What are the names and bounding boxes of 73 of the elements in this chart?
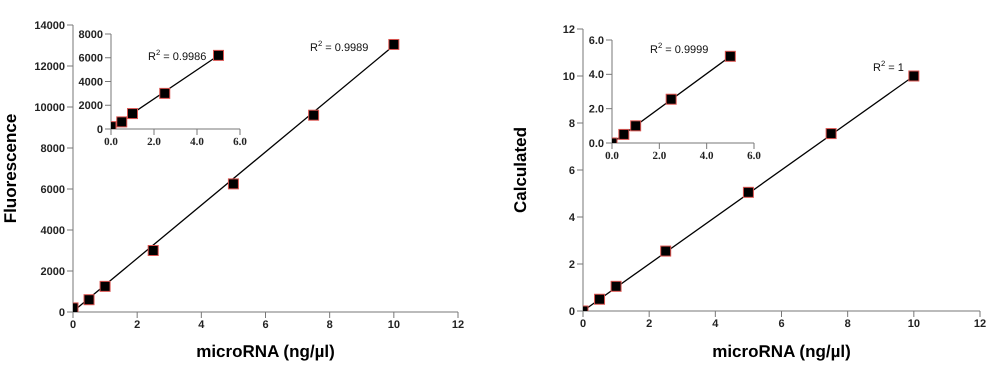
point <box>618 128 630 140</box>
y-tick-label: 6000 <box>78 52 103 65</box>
point <box>159 88 170 99</box>
annotation: R$^{2}$ = 0.9986 <box>148 48 206 63</box>
y-tick-label: 2 <box>568 258 575 271</box>
y-tick-label: 2000 <box>40 266 65 278</box>
point <box>826 128 837 140</box>
x-tick-label: 6 <box>778 318 785 330</box>
y-tick-label: 10 <box>562 70 575 83</box>
y-tick-label: 4.0 <box>588 69 604 82</box>
point <box>742 186 754 198</box>
point <box>724 50 736 62</box>
annotation: R$^{2}$ = 0.9999 <box>650 40 708 56</box>
point <box>213 50 224 61</box>
point <box>228 178 239 190</box>
x-tick-label: 0 <box>70 318 76 331</box>
point <box>84 294 95 306</box>
point <box>100 280 111 292</box>
x-tick-label: 0.0 <box>104 136 118 148</box>
x-tick-label: 6.0 <box>233 136 248 148</box>
x-tick-label: 12 <box>452 318 464 331</box>
y-tick-label: 4000 <box>78 76 103 88</box>
x-tick-label: 2 <box>134 318 140 331</box>
point <box>148 245 159 256</box>
x-tick-label: 10 <box>388 318 400 331</box>
point <box>908 70 920 82</box>
x-tick-label: 2.0 <box>147 136 162 148</box>
y-tick-label: 6000 <box>40 184 65 196</box>
x-tick-label: 12 <box>974 318 986 330</box>
y-tick-label: 12 <box>562 24 575 36</box>
y-tick-label: 10000 <box>34 102 65 114</box>
x-tick-label: 8 <box>326 318 333 331</box>
x-tick-label: 10 <box>908 318 920 330</box>
x-tick-label: 4 <box>712 318 720 330</box>
y-tick-label: 0 <box>96 124 103 136</box>
point <box>388 38 400 50</box>
point <box>308 110 320 121</box>
point <box>630 120 642 132</box>
y-tick-label: 12000 <box>34 60 65 73</box>
y-tick-label: 6.0 <box>588 34 604 47</box>
y-tick-label: 4 <box>568 212 576 224</box>
y-axis-title: Calculated <box>511 127 530 213</box>
point <box>127 108 138 120</box>
point <box>116 116 128 128</box>
x-axis-title: microRNA (ng/µl) <box>712 342 851 361</box>
point <box>666 94 677 105</box>
x-axis-title: microRNA (ng/µl) <box>196 342 335 361</box>
x-tick-label: 6.0 <box>747 150 762 162</box>
x-tick-label: 4.0 <box>700 150 714 162</box>
y-tick-label: 14000 <box>34 20 65 32</box>
y-tick-label: 0 <box>568 306 575 318</box>
x-tick-label: 4.0 <box>190 136 204 148</box>
x-tick-label: 6 <box>262 318 269 331</box>
annotation: R$^{2}$ = 1 <box>873 58 904 74</box>
y-tick-label: 8000 <box>40 142 65 155</box>
x-tick-label: 8 <box>844 318 851 330</box>
x-tick-label: 2.0 <box>652 150 667 162</box>
point <box>594 294 606 305</box>
y-tick-label: 4000 <box>40 224 65 237</box>
y-tick-label: 6 <box>568 164 575 177</box>
y-tick-label: 8000 <box>78 28 103 41</box>
x-tick-label: 4 <box>198 318 206 331</box>
y-axis-title: Fluorescence <box>1 114 20 224</box>
x-tick-label: 0.0 <box>605 150 620 162</box>
point <box>660 246 672 257</box>
y-tick-label: 0 <box>58 306 65 319</box>
y-tick-label: 2.0 <box>588 104 604 116</box>
x-tick-label: 0 <box>580 318 586 330</box>
x-tick-label: 2 <box>646 318 652 330</box>
y-tick-label: 2000 <box>78 100 103 112</box>
point <box>610 280 622 292</box>
annotation: R$^{2}$ = 0.9989 <box>310 38 368 54</box>
y-tick-label: 8 <box>568 118 575 130</box>
